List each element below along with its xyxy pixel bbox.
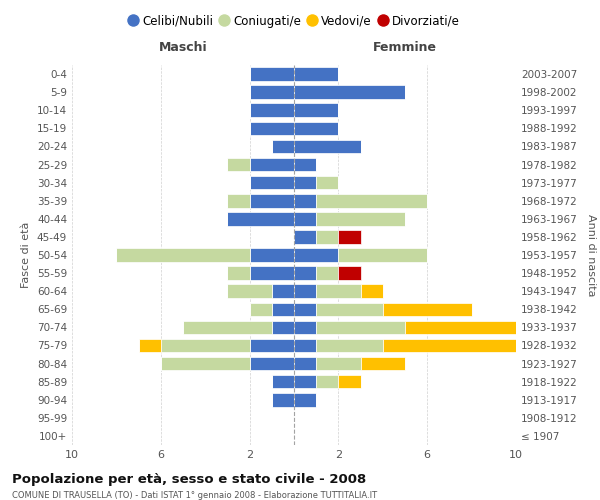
Y-axis label: Anni di nascita: Anni di nascita bbox=[586, 214, 596, 296]
Bar bbox=[139, 338, 161, 352]
Bar bbox=[272, 375, 294, 388]
Bar bbox=[272, 140, 294, 153]
Bar bbox=[316, 284, 361, 298]
Bar bbox=[316, 302, 383, 316]
Bar bbox=[361, 357, 405, 370]
Text: COMUNE DI TRAUSELLA (TO) - Dati ISTAT 1° gennaio 2008 - Elaborazione TUTTITALIA.: COMUNE DI TRAUSELLA (TO) - Dati ISTAT 1°… bbox=[12, 491, 377, 500]
Bar bbox=[294, 122, 338, 135]
Bar bbox=[250, 176, 294, 190]
Bar bbox=[294, 338, 316, 352]
Bar bbox=[294, 230, 316, 243]
Bar bbox=[316, 266, 338, 280]
Bar bbox=[294, 284, 316, 298]
Bar bbox=[250, 248, 294, 262]
Bar bbox=[294, 194, 316, 207]
Bar bbox=[250, 68, 294, 81]
Bar bbox=[183, 320, 272, 334]
Bar bbox=[316, 320, 405, 334]
Bar bbox=[294, 375, 316, 388]
Bar bbox=[383, 302, 472, 316]
Bar bbox=[294, 140, 361, 153]
Bar bbox=[272, 302, 294, 316]
Bar bbox=[250, 158, 294, 172]
Bar bbox=[161, 357, 250, 370]
Bar bbox=[294, 248, 338, 262]
Bar bbox=[294, 320, 316, 334]
Bar bbox=[361, 284, 383, 298]
Bar bbox=[294, 68, 338, 81]
Text: Maschi: Maschi bbox=[158, 41, 208, 54]
Bar bbox=[316, 357, 361, 370]
Bar bbox=[405, 320, 516, 334]
Bar bbox=[227, 266, 250, 280]
Bar bbox=[338, 375, 361, 388]
Legend: Celibi/Nubili, Coniugati/e, Vedovi/e, Divorziati/e: Celibi/Nubili, Coniugati/e, Vedovi/e, Di… bbox=[124, 10, 464, 32]
Bar bbox=[294, 176, 316, 190]
Bar bbox=[227, 284, 272, 298]
Bar bbox=[161, 338, 250, 352]
Bar bbox=[316, 338, 383, 352]
Bar bbox=[250, 194, 294, 207]
Bar bbox=[272, 393, 294, 406]
Bar bbox=[294, 212, 316, 226]
Bar bbox=[250, 104, 294, 117]
Y-axis label: Fasce di età: Fasce di età bbox=[22, 222, 31, 288]
Bar bbox=[227, 194, 250, 207]
Bar bbox=[250, 338, 294, 352]
Bar bbox=[294, 393, 316, 406]
Text: Popolazione per età, sesso e stato civile - 2008: Popolazione per età, sesso e stato civil… bbox=[12, 472, 366, 486]
Bar bbox=[338, 248, 427, 262]
Bar bbox=[116, 248, 250, 262]
Bar bbox=[338, 266, 361, 280]
Bar bbox=[250, 122, 294, 135]
Bar bbox=[227, 158, 250, 172]
Bar bbox=[316, 230, 338, 243]
Bar bbox=[294, 357, 316, 370]
Bar bbox=[316, 375, 338, 388]
Text: Femmine: Femmine bbox=[373, 41, 437, 54]
Bar bbox=[250, 302, 272, 316]
Bar bbox=[316, 212, 405, 226]
Bar bbox=[316, 194, 427, 207]
Bar bbox=[294, 104, 338, 117]
Bar bbox=[250, 266, 294, 280]
Bar bbox=[227, 212, 294, 226]
Bar bbox=[294, 302, 316, 316]
Bar bbox=[316, 176, 338, 190]
Bar bbox=[383, 338, 516, 352]
Bar bbox=[294, 158, 316, 172]
Bar bbox=[250, 86, 294, 99]
Bar bbox=[272, 284, 294, 298]
Bar bbox=[294, 86, 405, 99]
Bar bbox=[294, 266, 316, 280]
Bar bbox=[250, 357, 294, 370]
Bar bbox=[272, 320, 294, 334]
Bar bbox=[338, 230, 361, 243]
